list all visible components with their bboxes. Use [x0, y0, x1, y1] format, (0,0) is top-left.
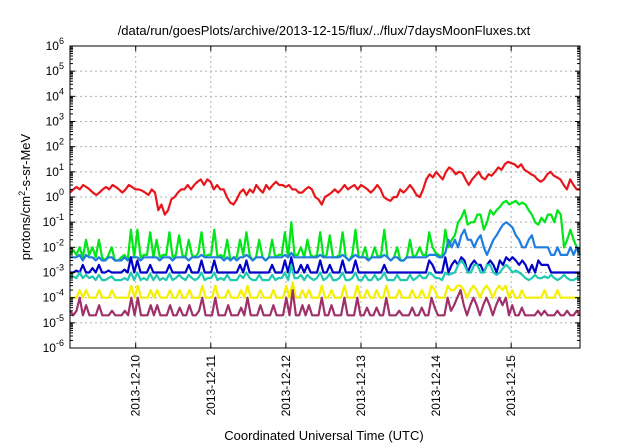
y-tick-label: 101: [46, 162, 64, 179]
y-tick-label: 10-1: [43, 212, 64, 229]
y-tick-label: 10-6: [43, 338, 64, 355]
y-tick-label-base: 10: [46, 115, 60, 129]
y-tick-label-exp: -5: [56, 313, 64, 323]
y-tick-label-base: 10: [43, 240, 57, 254]
series-line-7: [69, 289, 581, 317]
y-tick-label-base: 10: [46, 140, 60, 154]
y-tick-label-exp: 2: [59, 137, 64, 147]
y-tick-label-exp: -1: [56, 212, 64, 222]
y-tick-label-exp: 1: [59, 162, 64, 172]
y-tick-label: 106: [46, 36, 64, 53]
y-tick-label: 105: [46, 61, 64, 78]
y-tick-label-exp: -2: [56, 237, 64, 247]
y-tick-label-exp: -6: [56, 338, 64, 348]
x-axis-label: Coordinated Universal Time (UTC): [224, 428, 423, 443]
y-tick-label-base: 10: [43, 215, 57, 229]
y-tick-label-base: 10: [43, 266, 57, 280]
series-line-1: [69, 160, 580, 216]
y-tick-label-base: 10: [43, 291, 57, 305]
y-tick-label-exp: 3: [59, 112, 64, 122]
y-tick-label-base: 10: [46, 89, 60, 103]
series-line-4: [70, 256, 580, 274]
y-tick-label-exp: 0: [59, 187, 64, 197]
y-tick-label: 10-5: [43, 313, 64, 330]
y-tick-label: 104: [46, 86, 64, 103]
series-line-3: [70, 221, 582, 262]
x-tick-label: 2013-12-14: [429, 355, 443, 417]
y-tick-label: 100: [46, 187, 64, 204]
y-tick-label: 10-3: [43, 263, 64, 280]
y-tick-label-base: 10: [46, 39, 60, 53]
x-axis-ticks: 2013-12-10 2013-12-11 2013-12-12 2013-12-13…: [129, 46, 518, 416]
chart-title: /data/run/goesPlots/archive/2013-12-15/f…: [118, 23, 531, 38]
y-tick-label: 103: [46, 112, 64, 129]
y-tick-label-base: 10: [46, 64, 60, 78]
y-axis-ticks: 10-610-510-410-310-210-11001011021031041…: [43, 36, 580, 355]
x-tick-label: 2013-12-12: [279, 355, 293, 417]
y-axis-label-sup: 2: [17, 191, 27, 196]
x-tick-label: 2013-12-13: [354, 355, 368, 417]
x-tick-label: 2013-12-10: [129, 355, 143, 417]
y-tick-label-exp: -3: [56, 263, 64, 273]
series-line-5: [69, 259, 581, 282]
x-tick-label: 2013-12-15: [504, 355, 518, 417]
series-line-6: [70, 281, 580, 299]
x-tick-label: 2013-12-11: [204, 355, 218, 416]
y-tick-label-base: 10: [43, 341, 57, 355]
y-tick-label-base: 10: [46, 165, 60, 179]
y-axis-label-prefix: protons/cm: [18, 196, 33, 260]
y-tick-label-exp: 4: [59, 86, 64, 96]
y-tick-label: 10-4: [43, 288, 64, 305]
y-axis-label-suffix: -s-sr-MeV: [18, 133, 33, 190]
y-tick-label-base: 10: [43, 316, 57, 330]
y-tick-label-base: 10: [46, 190, 60, 204]
series-line-2: [69, 199, 582, 262]
y-tick-label: 10-2: [43, 237, 64, 254]
y-tick-label-exp: 5: [59, 61, 64, 71]
series-lines: [69, 160, 582, 317]
y-tick-label-exp: -4: [56, 288, 64, 298]
y-axis-label: protons/cm2-s-sr-MeV: [17, 133, 33, 260]
y-tick-label-exp: 6: [59, 36, 64, 46]
y-tick-label: 102: [46, 137, 64, 154]
